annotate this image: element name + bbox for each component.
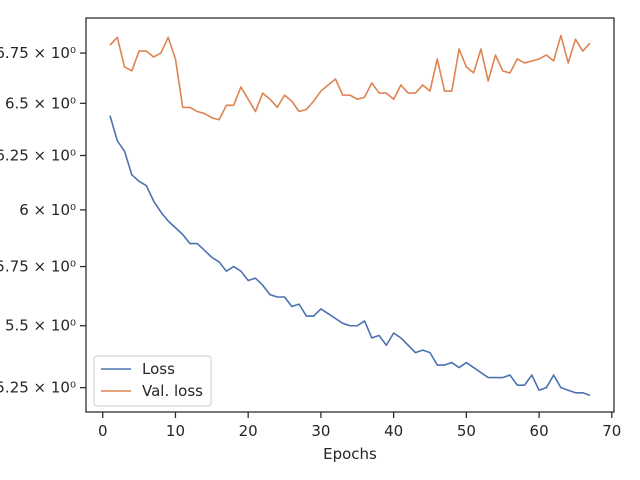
y-tick-label: 6 × 10⁰ — [19, 201, 76, 219]
y-tick-label: 5.25 × 10⁰ — [0, 379, 76, 397]
x-tick-label: 70 — [602, 422, 621, 440]
y-tick-label: 5.75 × 10⁰ — [0, 258, 76, 276]
x-tick-label: 40 — [384, 422, 403, 440]
legend: Loss Val. loss — [93, 355, 212, 407]
legend-label-val-loss: Val. loss — [142, 382, 203, 400]
y-tick-label: 6.5 × 10⁰ — [5, 94, 76, 112]
series-line-loss — [109, 115, 591, 397]
x-tick-label: 50 — [457, 422, 476, 440]
axes-frame — [85, 17, 615, 413]
y-tick-label: 5.5 × 10⁰ — [5, 317, 76, 335]
series-line-val-loss — [109, 34, 591, 121]
x-tick-label: 0 — [98, 422, 108, 440]
x-tick-label: 30 — [311, 422, 330, 440]
y-tick-label: 6.25 × 10⁰ — [0, 147, 76, 165]
x-axis-title: Epochs — [323, 445, 377, 463]
x-tick-label: 60 — [530, 422, 549, 440]
x-tick-label: 10 — [166, 422, 185, 440]
y-tick-label: 6.75 × 10⁰ — [0, 44, 76, 62]
plot-area — [109, 34, 591, 397]
legend-label-loss: Loss — [142, 360, 175, 378]
x-tick-label: 20 — [239, 422, 258, 440]
axis-ticks: 0 10 20 30 40 50 60 70 5.25 × 10⁰ 5.5 × 10⁰ 5.75 ×… — [0, 44, 621, 440]
